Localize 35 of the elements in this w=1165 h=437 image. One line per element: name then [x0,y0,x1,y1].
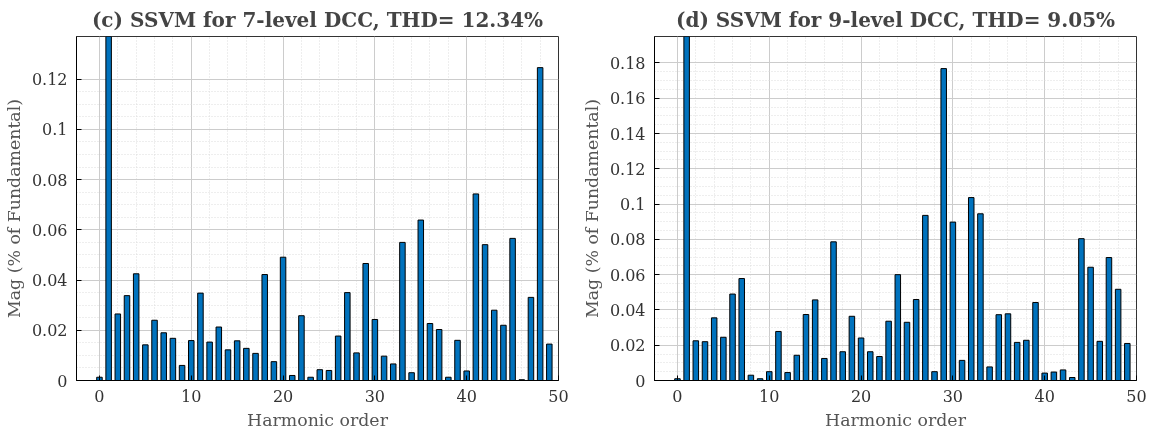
x-axis-title: Harmonic order [825,409,967,430]
y-tick-label: 0 [635,371,646,391]
y-axis-title: Mag (% of Fundamental) [3,99,24,318]
chart-title: (c) SSVM for 7-level DCC, THD= 12.34% [91,7,544,32]
y-tick-label: 0.12 [609,159,646,179]
y-tick-label: 0.12 [31,70,68,90]
x-tick-label: 0 [94,386,105,406]
x-tick-label: 40 [456,386,477,406]
y-tick-label: 0.02 [31,321,68,341]
x-tick-label: 0 [672,386,683,406]
y-tick-label: 0 [57,371,68,391]
y-tick-label: 0.02 [609,336,646,356]
y-tick-label: 0.06 [31,220,68,240]
y-tick-label: 0.1 [42,120,68,140]
x-tick-label: 50 [1126,386,1147,406]
x-tick-label: 30 [942,386,964,406]
x-tick-label: 20 [850,386,872,406]
chart-title: (d) SSVM for 9-level DCC, THD= 9.05% [675,7,1116,32]
y-tick-label: 0.16 [609,89,646,109]
y-tick-label: 0.08 [31,170,68,190]
y-tick-label: 0.06 [609,265,646,285]
x-axis-title: Harmonic order [247,409,389,430]
x-tick-label: 30 [364,386,386,406]
y-tick-label: 0.04 [609,300,646,320]
y-tick-label: 0.14 [609,124,646,144]
y-axis-title: Mag (% of Fundamental) [581,99,602,318]
y-tick-label: 0.04 [31,271,68,291]
y-tick-label: 0.18 [609,53,646,73]
x-tick-label: 10 [759,386,780,406]
y-tick-label: 0.1 [620,195,646,215]
x-tick-label: 20 [272,386,294,406]
x-tick-label: 50 [548,386,569,406]
y-tick-label: 0.08 [609,230,646,250]
x-tick-label: 10 [181,386,202,406]
x-tick-label: 40 [1034,386,1055,406]
